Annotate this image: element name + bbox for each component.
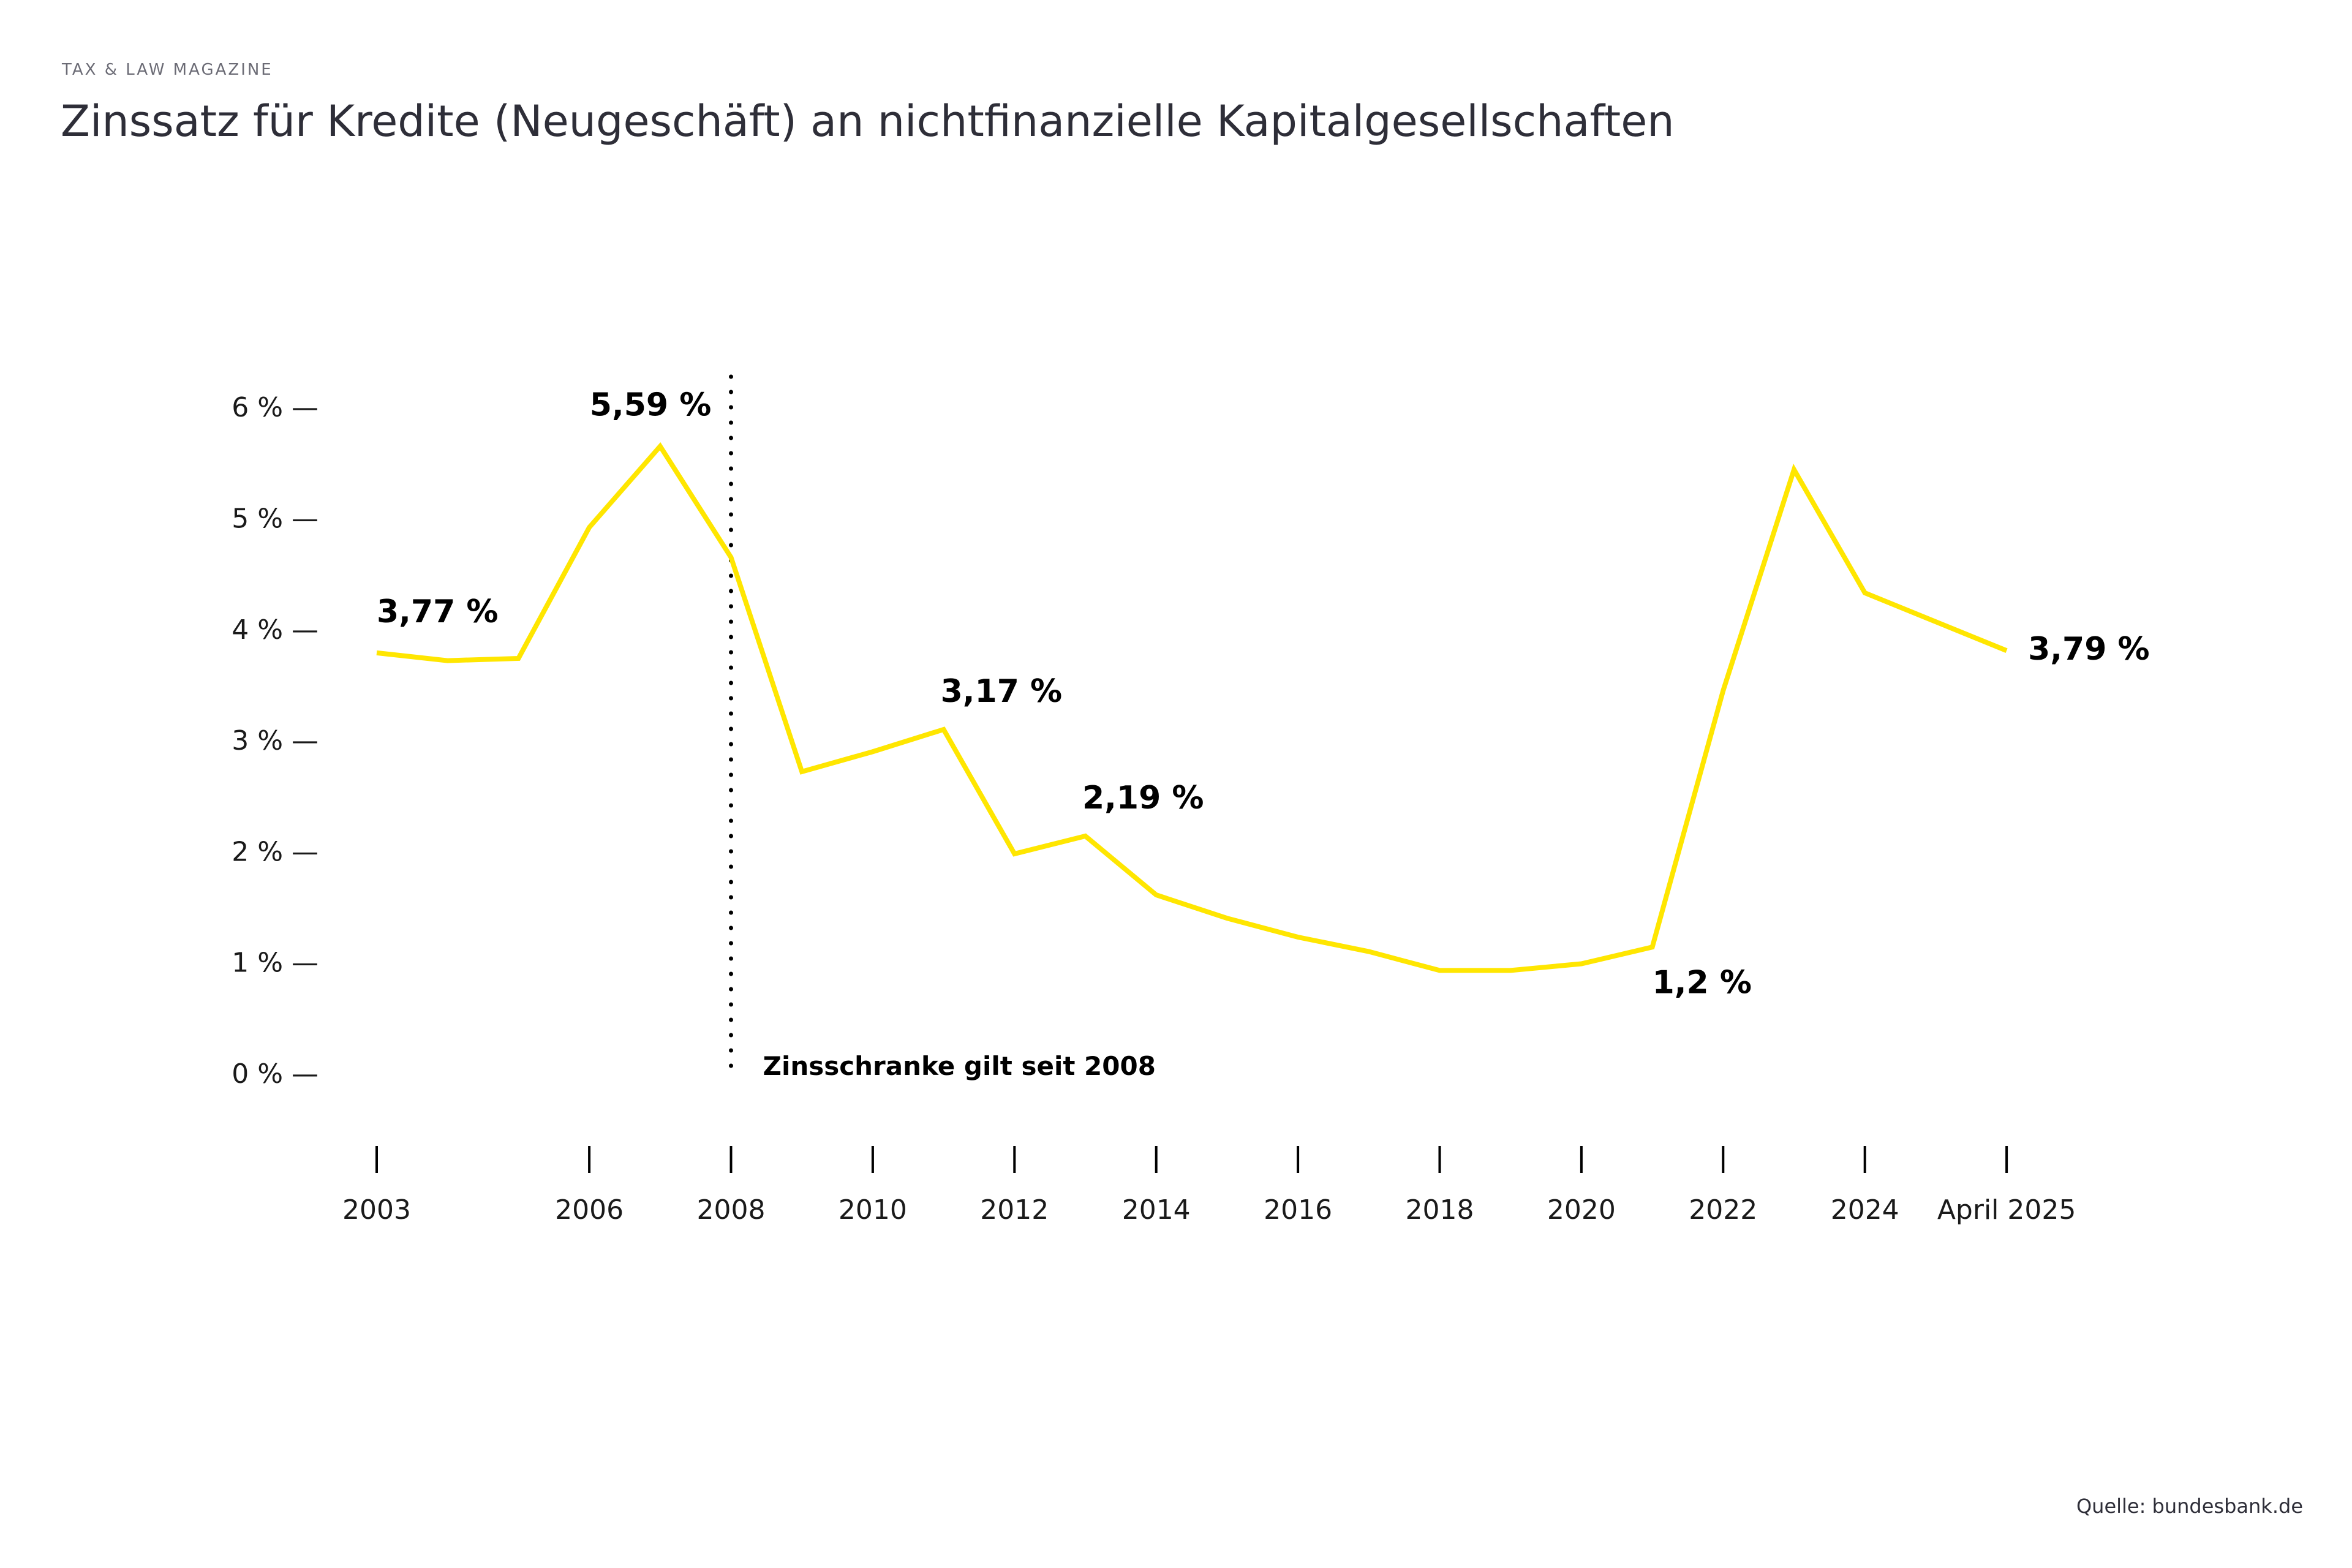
data-label: 3,79 % <box>2028 631 2150 668</box>
y-tick-label: 3 % — <box>232 725 318 756</box>
x-tick-label: 2012 <box>980 1194 1049 1226</box>
reference-line-label: Zinsschranke gilt seit 2008 <box>763 1051 1156 1081</box>
y-tick-label: 4 % — <box>232 614 318 646</box>
x-tick-label: 2008 <box>697 1194 766 1226</box>
data-labels: 3,77 % 5,59 % 3,17 % 2,19 % 1,2 % 3,79 % <box>377 387 2150 1001</box>
series-line <box>376 442 2008 973</box>
data-label: 2,19 % <box>1082 780 1204 816</box>
y-tick-label: 5 % — <box>232 503 318 535</box>
x-tick-label: 2022 <box>1689 1194 1757 1226</box>
source-note: Quelle: bundesbank.de <box>2076 1494 2303 1518</box>
x-tick-label: 2006 <box>555 1194 624 1226</box>
kicker: TAX & LAW MAGAZINE <box>61 61 273 79</box>
y-tick-label: 1 % — <box>232 948 318 979</box>
data-label: 3,77 % <box>377 594 499 630</box>
data-label: 5,59 % <box>590 387 712 424</box>
y-tick-label: 0 % — <box>232 1058 318 1090</box>
data-label: 1,2 % <box>1653 964 1752 1001</box>
chart-title: Zinssatz für Kredite (Neugeschäft) an ni… <box>61 96 1675 146</box>
y-tick-label: 2 % — <box>232 836 318 867</box>
x-tick-label: 2014 <box>1122 1194 1191 1226</box>
x-tick-label: 2018 <box>1406 1194 1474 1226</box>
y-tick-label: 6 % — <box>232 392 318 423</box>
x-axis: 2003 2006 2008 2010 2012 2014 2016 2018 2020 2022… <box>342 1146 2076 1226</box>
x-tick-label: 2020 <box>1547 1194 1616 1226</box>
y-axis: 0 % — 1 % — 2 % — 3 % — 4 % — 5 % — 6 % — <box>232 392 318 1090</box>
x-tick-label: 2016 <box>1264 1194 1332 1226</box>
x-tick-label: 2003 <box>342 1194 411 1226</box>
x-tick-label: 2010 <box>839 1194 907 1226</box>
x-tick-label: April 2025 <box>1937 1194 2076 1226</box>
data-label: 3,17 % <box>941 673 1063 710</box>
x-tick-label: 2024 <box>1831 1194 1899 1226</box>
